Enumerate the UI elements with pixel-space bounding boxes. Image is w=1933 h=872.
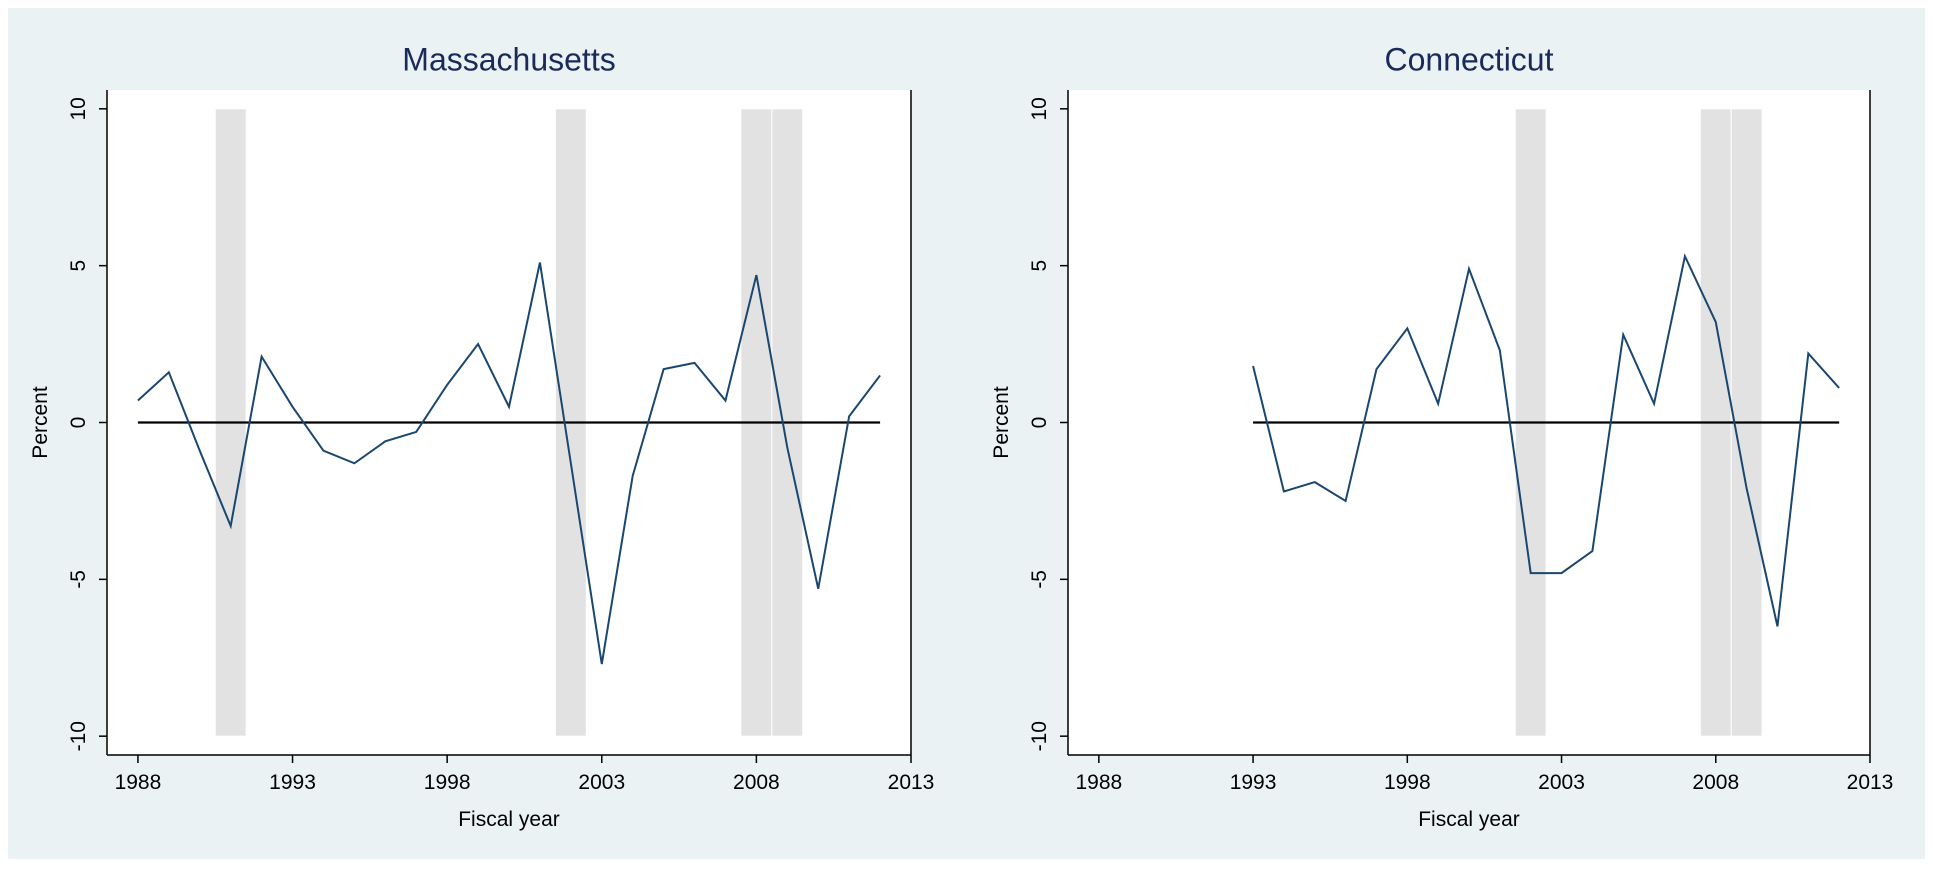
y-tick-label: 0 [67, 417, 90, 429]
x-tick-label: 1988 [115, 771, 162, 794]
x-axis-label: Fiscal year [458, 808, 560, 831]
chart-title: Massachusetts [402, 41, 615, 77]
x-tick-label: 1988 [1075, 771, 1122, 794]
x-tick-label: 1998 [424, 771, 471, 794]
x-tick-label: 2003 [578, 771, 625, 794]
y-tick-label: -10 [67, 721, 90, 751]
y-tick-label: 10 [1028, 97, 1051, 120]
chart-title: Connecticut [1385, 41, 1554, 77]
x-tick-label: 2013 [888, 771, 935, 794]
x-axis-label: Fiscal year [1418, 808, 1520, 831]
data-line [137, 262, 881, 665]
y-tick-label: -5 [1028, 570, 1051, 589]
x-tick-label: 1993 [1230, 771, 1277, 794]
y-tick-label: -10 [1028, 721, 1051, 751]
y-tick-label: 10 [67, 97, 90, 120]
x-tick-label: 2013 [1847, 771, 1894, 794]
x-tick-label: 2008 [1692, 771, 1739, 794]
y-tick-label: -5 [67, 570, 90, 589]
x-tick-label: 2003 [1538, 771, 1585, 794]
x-tick-label: 2008 [733, 771, 780, 794]
y-tick-label: 5 [1028, 260, 1051, 272]
y-axis-label: Percent [29, 386, 52, 459]
y-tick-label: 0 [1028, 417, 1051, 429]
x-tick-label: 1993 [269, 771, 316, 794]
data-line [1252, 253, 1840, 627]
x-tick-label: 1998 [1384, 771, 1431, 794]
y-tick-label: 5 [67, 260, 90, 272]
y-axis-label: Percent [990, 386, 1013, 459]
